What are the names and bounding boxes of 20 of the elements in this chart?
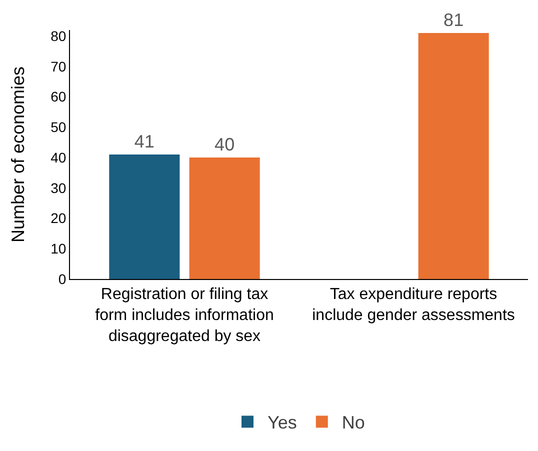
y-tick-label: 0 bbox=[58, 270, 66, 287]
y-tick-label: 80 bbox=[50, 28, 66, 44]
legend-label: Yes bbox=[268, 412, 297, 433]
y-tick-label: 10 bbox=[50, 240, 66, 257]
x-tick-label: Registration or filing tax form includes information disaggregated by sex bbox=[95, 286, 274, 345]
y-tick-label: 70 bbox=[50, 58, 66, 74]
y-tick-label: 30 bbox=[50, 180, 66, 196]
data-label: 40 bbox=[214, 134, 235, 155]
y-tick-label: 50 bbox=[50, 119, 66, 136]
y-tick-label: 60 bbox=[50, 88, 66, 105]
bar bbox=[418, 33, 489, 279]
bar bbox=[109, 154, 180, 279]
data-label: 41 bbox=[134, 132, 154, 152]
y-axis-title: Number of economies bbox=[8, 66, 28, 243]
y-tick-label: 20 bbox=[50, 210, 66, 226]
bar bbox=[189, 158, 260, 279]
legend-label: No bbox=[342, 412, 365, 433]
data-label: 81 bbox=[444, 10, 464, 30]
y-tick-label: 40 bbox=[50, 149, 66, 166]
x-tick-label: Tax expenditure reports include gender assessments bbox=[312, 286, 515, 324]
